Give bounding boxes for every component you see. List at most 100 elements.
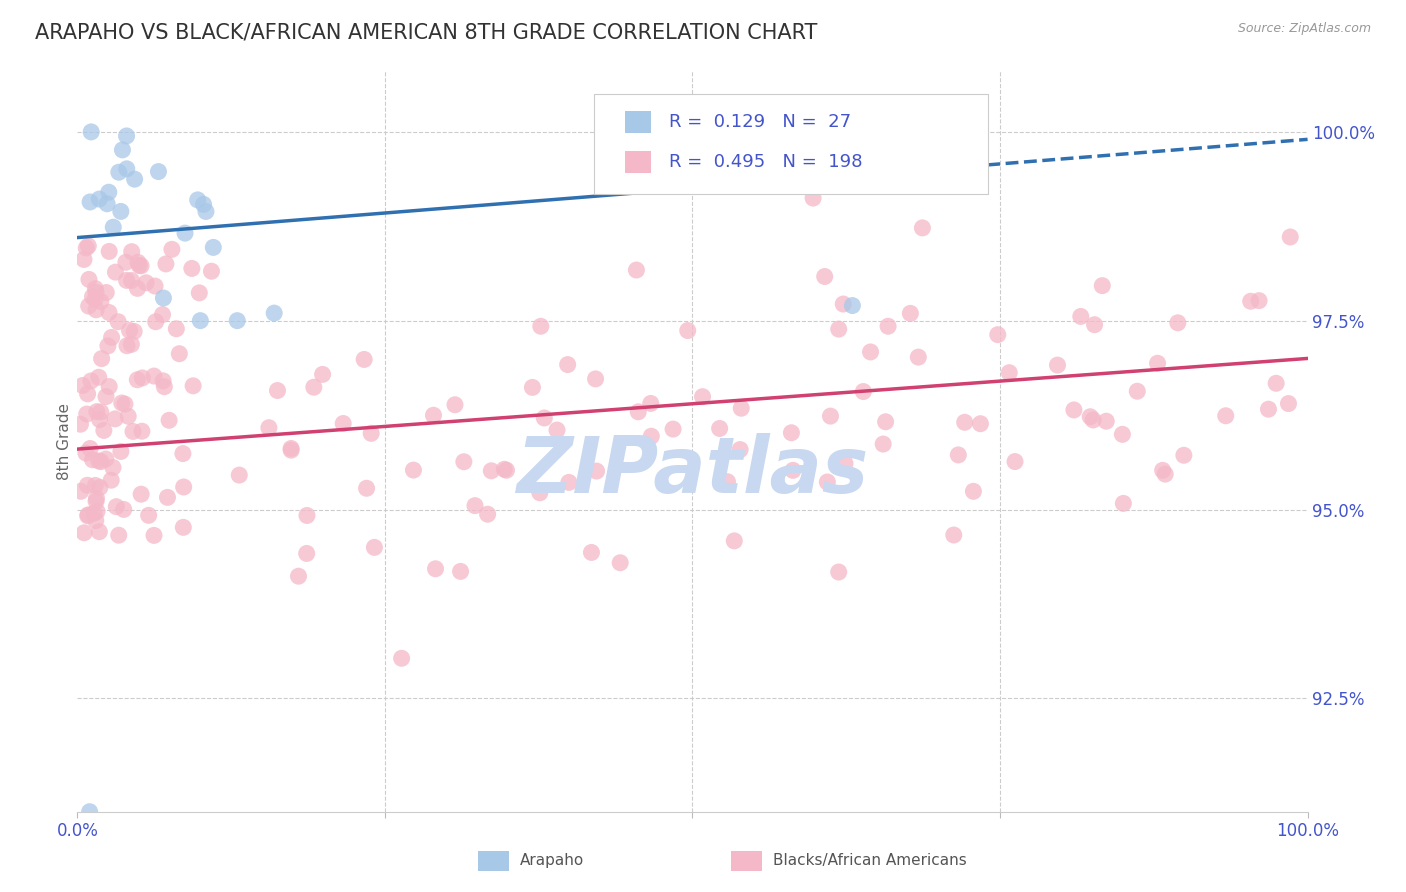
- Point: [181, 379, 204, 393]
- FancyBboxPatch shape: [624, 151, 651, 173]
- Point: [72, 378, 94, 392]
- Point: [194, 204, 217, 219]
- Point: [193, 197, 215, 211]
- Point: [363, 541, 385, 555]
- Point: [108, 165, 131, 179]
- Point: [86, 504, 108, 518]
- Point: [953, 415, 976, 429]
- Point: [118, 323, 141, 337]
- Point: [122, 325, 145, 339]
- Point: [479, 464, 502, 478]
- Point: [115, 339, 138, 353]
- Point: [90, 351, 112, 366]
- Point: [143, 279, 166, 293]
- Point: [832, 297, 855, 311]
- Point: [90, 454, 112, 468]
- Point: [728, 442, 751, 457]
- Point: [444, 398, 467, 412]
- Point: [138, 508, 160, 523]
- Point: [80, 374, 103, 388]
- Point: [104, 412, 127, 426]
- Point: [529, 485, 551, 500]
- Point: [110, 444, 132, 458]
- Point: [89, 524, 111, 539]
- Point: [110, 204, 132, 219]
- Point: [1247, 293, 1270, 308]
- Point: [127, 373, 149, 387]
- Point: [148, 164, 170, 178]
- Point: [73, 525, 96, 540]
- Point: [83, 506, 105, 520]
- Point: [627, 405, 650, 419]
- Point: [640, 396, 662, 410]
- Point: [98, 305, 121, 319]
- Point: [872, 437, 894, 451]
- Point: [1111, 427, 1133, 442]
- Point: [295, 546, 318, 560]
- Point: [801, 191, 824, 205]
- Point: [1095, 414, 1118, 428]
- Point: [969, 417, 991, 431]
- Point: [75, 446, 97, 460]
- Point: [115, 161, 138, 176]
- Point: [84, 514, 107, 528]
- Point: [69, 417, 91, 432]
- Point: [79, 442, 101, 456]
- Point: [1070, 310, 1092, 324]
- Point: [152, 374, 174, 388]
- Point: [129, 487, 152, 501]
- Point: [356, 481, 378, 495]
- Point: [546, 423, 568, 437]
- Point: [127, 281, 149, 295]
- Text: Source: ZipAtlas.com: Source: ZipAtlas.com: [1237, 22, 1371, 36]
- Point: [202, 240, 225, 254]
- Point: [640, 429, 662, 443]
- Point: [96, 285, 118, 300]
- Point: [877, 319, 900, 334]
- Point: [730, 401, 752, 416]
- Point: [172, 447, 194, 461]
- Point: [450, 565, 472, 579]
- Point: [114, 397, 136, 411]
- Point: [692, 390, 714, 404]
- Point: [676, 324, 699, 338]
- Point: [1173, 448, 1195, 462]
- Point: [585, 372, 607, 386]
- Point: [1112, 496, 1135, 510]
- Point: [143, 369, 166, 384]
- Point: [609, 556, 631, 570]
- Point: [174, 226, 197, 240]
- Point: [112, 502, 135, 516]
- Point: [302, 380, 325, 394]
- Text: R =  0.129   N =  27: R = 0.129 N = 27: [669, 113, 851, 131]
- Point: [111, 396, 134, 410]
- Point: [1078, 409, 1101, 424]
- Point: [716, 475, 738, 489]
- Text: R =  0.495   N =  198: R = 0.495 N = 198: [669, 153, 862, 171]
- Point: [129, 259, 152, 273]
- Point: [93, 424, 115, 438]
- Point: [89, 480, 111, 494]
- Point: [121, 273, 143, 287]
- Text: Arapaho: Arapaho: [520, 854, 585, 868]
- FancyBboxPatch shape: [624, 112, 651, 134]
- Point: [96, 196, 118, 211]
- Point: [287, 569, 309, 583]
- Point: [280, 442, 302, 456]
- Point: [581, 545, 603, 559]
- Point: [77, 272, 100, 286]
- Point: [263, 306, 285, 320]
- Point: [97, 339, 120, 353]
- Point: [82, 452, 104, 467]
- Point: [453, 455, 475, 469]
- Point: [105, 500, 128, 514]
- Point: [90, 405, 112, 419]
- Point: [90, 294, 112, 309]
- Point: [257, 420, 280, 434]
- Point: [165, 322, 187, 336]
- Point: [169, 347, 191, 361]
- Point: [495, 463, 517, 477]
- Point: [626, 263, 648, 277]
- Point: [89, 412, 111, 426]
- Point: [172, 520, 194, 534]
